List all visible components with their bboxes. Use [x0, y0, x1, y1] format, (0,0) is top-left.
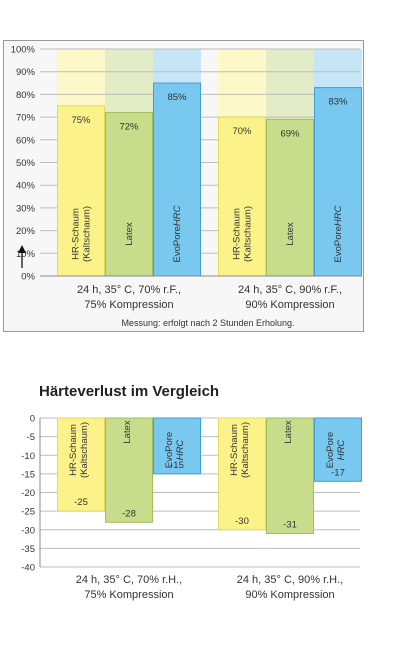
- y-tick-label: 40%: [16, 181, 36, 192]
- y-tick-label: 0: [30, 414, 35, 425]
- bar-value-label: 85%: [167, 92, 187, 103]
- bar-name-label: Latex: [283, 420, 294, 443]
- group-label: 75% Kompression: [84, 589, 173, 601]
- bar: [218, 116, 266, 277]
- bar-name-label: HR-Schaum: [68, 424, 79, 476]
- bar-value-label: 69%: [280, 128, 300, 139]
- y-tick-label: 30%: [16, 203, 36, 214]
- bar-name-label: HR-Schaum: [71, 208, 82, 260]
- bar: [218, 417, 266, 531]
- y-tick-label: -30: [21, 525, 35, 536]
- bar: [153, 417, 201, 475]
- bar-value-label: -30: [235, 516, 249, 527]
- group-label: 24 h, 35° C, 90% r.H.,: [237, 574, 344, 586]
- group-label: 90% Kompression: [245, 299, 334, 311]
- bar-value-label: 70%: [232, 126, 252, 137]
- y-tick-label: 0%: [21, 272, 35, 283]
- bar: [314, 417, 362, 482]
- bar: [105, 112, 153, 277]
- bar-name-label: Latex: [124, 222, 135, 245]
- axis-arrow-head: [18, 245, 26, 253]
- y-tick-label: 60%: [16, 135, 36, 146]
- y-tick-label: 70%: [16, 113, 36, 124]
- bar-name-label: HRC: [336, 440, 347, 461]
- bar: [153, 82, 201, 277]
- bar-value-label: -25: [74, 497, 88, 508]
- y-tick-label: -5: [27, 432, 35, 443]
- bar-name-label: HR-Schaum: [229, 424, 240, 476]
- y-tick-label: -40: [21, 563, 35, 574]
- y-tick-label: 90%: [16, 67, 36, 78]
- bar-name-label: Latex: [285, 222, 296, 245]
- bar-name-label: Latex: [122, 420, 133, 443]
- y-tick-label: -25: [21, 507, 35, 518]
- bar-value-label: -15: [170, 460, 184, 471]
- group-label: 24 h, 35° C, 70% r.H.,: [76, 574, 183, 586]
- bar-name-label: EvoPoreHRC: [333, 205, 344, 262]
- bar-name-label: HR-Schaum: [232, 208, 243, 260]
- bar: [266, 118, 314, 277]
- bar-name-label: (Kaltschaum): [243, 206, 254, 262]
- group-label: 24 h, 35° C, 90% r.F.,: [238, 284, 342, 296]
- bar: [57, 105, 105, 277]
- y-tick-label: 10%: [16, 249, 36, 260]
- y-tick-label: 20%: [16, 226, 36, 237]
- bar-name-label: (Kaltschaum): [79, 422, 90, 478]
- bar: [57, 417, 105, 512]
- measurement-note: Messung: erfolgt nach 2 Stunden Erholung…: [121, 318, 294, 328]
- bar-value-label: 72%: [119, 122, 139, 133]
- bar-value-label: -28: [122, 508, 136, 519]
- bar-name-label: (Kaltschaum): [82, 206, 93, 262]
- bar: [266, 417, 314, 534]
- bar-value-label: -17: [331, 467, 345, 478]
- bar-name-label: HRC: [175, 440, 186, 461]
- bar-value-label: 75%: [71, 115, 91, 126]
- y-tick-label: 100%: [11, 45, 36, 56]
- chart2-title: Härteverlust im Vergleich: [39, 383, 220, 400]
- bar-name-label: (Kaltschaum): [240, 422, 251, 478]
- bar-name-label: EvoPore: [325, 432, 336, 468]
- y-tick-label: 80%: [16, 90, 36, 101]
- group-label: 75% Kompression: [84, 299, 173, 311]
- bar-name-label: EvoPoreHRC: [172, 205, 183, 262]
- bar: [105, 417, 153, 523]
- bar-value-label: 83%: [328, 97, 348, 108]
- bar-name-label: EvoPore: [164, 432, 175, 468]
- retention-chart: 0% 10% 20% 30% 40% 50% 60% 70% 80% 90% 100% 75% HR-S…: [11, 45, 362, 328]
- group-label: 24 h, 35° C, 70% r.F.,: [77, 284, 181, 296]
- y-tick-label: -15: [21, 469, 35, 480]
- y-tick-label: -35: [21, 544, 35, 555]
- y-tick-label: -10: [21, 451, 35, 462]
- y-tick-label: -20: [21, 488, 35, 499]
- bar-value-label: -31: [283, 519, 297, 530]
- y-tick-label: 50%: [16, 158, 36, 169]
- group-label: 90% Kompression: [245, 589, 334, 601]
